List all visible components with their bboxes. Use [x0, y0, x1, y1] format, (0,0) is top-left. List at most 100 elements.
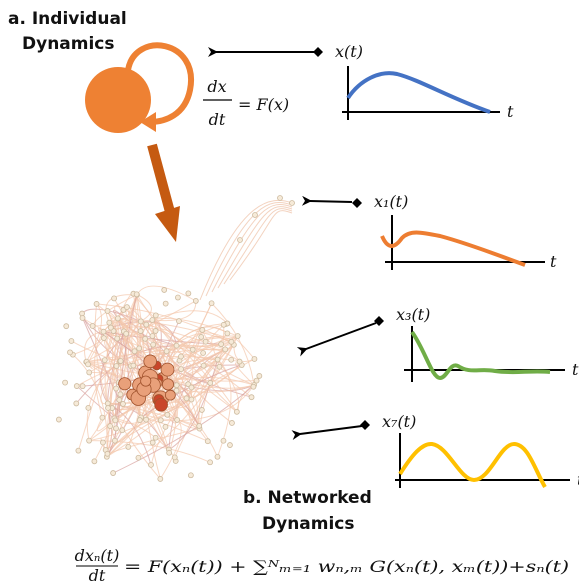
vertex: [143, 336, 148, 341]
vertex: [235, 334, 240, 339]
vertex: [117, 397, 122, 402]
vertex: [178, 354, 183, 359]
vertex: [106, 405, 111, 410]
y-label: x(t): [335, 42, 363, 61]
vertex: [126, 444, 131, 449]
panel-b-title: b. Networked: [243, 488, 372, 508]
vertex: [251, 384, 256, 389]
vertex: [108, 325, 113, 330]
vertex: [87, 438, 92, 443]
big-arrow: [152, 145, 170, 212]
vertex: [227, 443, 232, 448]
vertex: [69, 338, 74, 343]
vertex: [105, 451, 110, 456]
vertex: [189, 385, 194, 390]
vertex: [151, 342, 156, 347]
vertex: [102, 358, 107, 363]
vertex: [179, 367, 184, 372]
vertex: [161, 363, 174, 376]
vertex: [141, 376, 151, 386]
eq-numerator: dx: [207, 77, 226, 96]
vertex: [184, 396, 189, 401]
vertex: [114, 426, 119, 431]
diamond: [313, 47, 323, 57]
vertex: [132, 349, 137, 354]
node: [85, 67, 151, 133]
vertex: [112, 438, 117, 443]
vertex: [108, 424, 113, 429]
vertex: [64, 324, 69, 329]
vertex: [138, 329, 143, 334]
eq-denominator: dt: [89, 566, 106, 585]
vertex: [162, 379, 173, 390]
vertex: [155, 398, 168, 411]
vertex: [131, 363, 136, 368]
vertex: [105, 308, 110, 313]
eq-rhs: = F(xₙ(t)) + ∑ᴺₘ₌₁ wₙ,ₘ G(xₙ(t), xₘ(t))+…: [124, 557, 569, 576]
vertex: [215, 357, 220, 362]
link-arrow: [300, 426, 362, 434]
vertex: [174, 343, 179, 348]
edge: [206, 202, 292, 296]
vertex: [124, 305, 129, 310]
vertex: [107, 320, 112, 325]
vertex: [217, 364, 222, 369]
vertex: [137, 346, 142, 351]
big-arrowhead: [155, 206, 180, 242]
panel-a-title: a. Individual: [8, 9, 127, 29]
vertex: [74, 384, 79, 389]
vertex: [219, 342, 224, 347]
vertex: [101, 329, 106, 334]
vertex: [115, 336, 120, 341]
panel-b-title: Dynamics: [262, 514, 355, 534]
vertex: [63, 380, 68, 385]
vertex: [144, 322, 149, 327]
vertex: [165, 390, 175, 400]
vertex: [172, 455, 177, 460]
vertex: [189, 397, 194, 402]
vertex: [201, 351, 206, 356]
vertex: [114, 363, 119, 368]
vertex: [190, 347, 195, 352]
vertex: [87, 370, 92, 375]
vertex: [229, 357, 234, 362]
vertex: [92, 459, 97, 464]
x-label: t: [572, 360, 579, 379]
vertex: [100, 440, 105, 445]
vertex: [167, 450, 172, 455]
edge: [224, 209, 292, 284]
vertex: [163, 424, 168, 429]
y-label: x₇(t): [382, 412, 416, 431]
vertex: [225, 331, 230, 336]
curve: [382, 233, 525, 266]
curve: [348, 73, 490, 112]
vertex: [163, 301, 168, 306]
vertex: [144, 355, 157, 368]
curve: [412, 332, 550, 378]
vertex: [150, 317, 155, 322]
x-label: t: [507, 102, 514, 121]
vertex: [111, 471, 116, 476]
vertex: [118, 392, 123, 397]
vertex: [162, 287, 167, 292]
vertex: [165, 412, 170, 417]
diamond: [360, 420, 370, 430]
vertex: [150, 440, 155, 445]
vertex: [158, 476, 163, 481]
vertex: [221, 438, 226, 443]
vertex: [208, 380, 213, 385]
vertex: [175, 295, 180, 300]
vertex: [290, 201, 295, 206]
vertex: [124, 331, 129, 336]
vertex: [114, 386, 119, 391]
eq-rhs: = F(x): [238, 95, 289, 114]
vertex: [174, 383, 179, 388]
x-label: t: [550, 252, 557, 271]
vertex: [100, 415, 105, 420]
vertex: [76, 448, 81, 453]
vertex: [176, 319, 181, 324]
vertex: [200, 327, 205, 332]
vertex: [153, 313, 158, 318]
vertex: [101, 336, 106, 341]
edge: [230, 211, 292, 280]
